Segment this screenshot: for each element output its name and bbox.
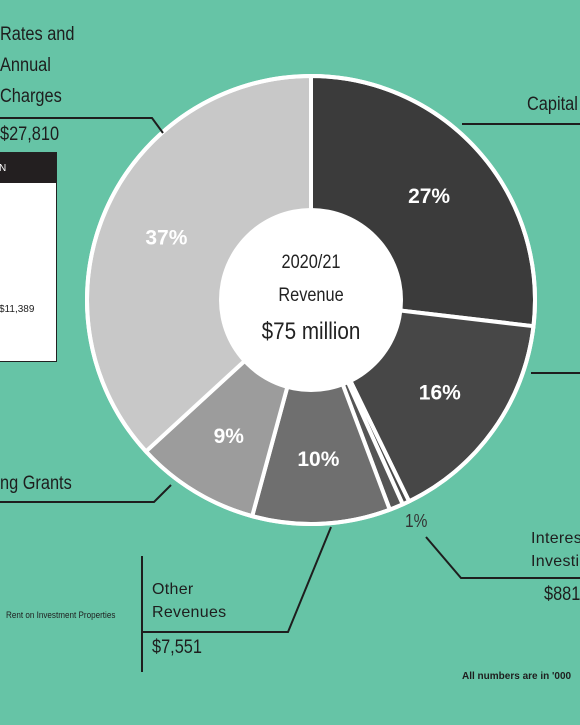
interest-amount: $881 — [544, 584, 580, 605]
pie-percent-4: 10% — [297, 448, 339, 471]
footnote: All numbers are in '000 — [462, 671, 572, 682]
rates-amount: $27,810 — [0, 124, 60, 145]
interest-leader-line — [425, 536, 580, 579]
center-line-3: $75 million — [262, 318, 361, 345]
other-amount: $7,551 — [152, 637, 202, 658]
rates-label-line-3: Charges — [0, 86, 62, 107]
pie-slices — [85, 73, 537, 526]
other-label-line-2: Revenues — [152, 604, 227, 621]
donut-center — [219, 208, 403, 392]
inset-value: $11,389 — [0, 304, 35, 315]
inset-panel: N $11,389 — [0, 152, 57, 362]
capital-label: Capital — [527, 94, 578, 115]
interest-label-line-2: Investi — [531, 553, 580, 570]
inset-header: N — [0, 153, 56, 183]
pie-percent-labels: 27% 16% 10% 9% 37% — [145, 185, 461, 471]
grants-label: ng Grants — [0, 473, 72, 494]
center-line-1: 2020/21 — [281, 251, 340, 272]
interest-percent: 1% — [405, 511, 428, 531]
other-label-line-1: Other — [152, 581, 194, 598]
rates-leader-line — [0, 117, 164, 134]
grants-leader-line — [0, 484, 172, 503]
interest-label-line-1: Interes — [531, 530, 580, 547]
rates-label-line-2: Annual — [0, 55, 51, 76]
center-line-2: Revenue — [278, 284, 343, 305]
pie-outer-ring — [85, 74, 537, 526]
rates-label-line-1: Rates and — [0, 24, 75, 45]
pie-percent-0: 27% — [408, 185, 450, 208]
pie-percent-1: 16% — [419, 382, 461, 405]
pie-percent-5: 9% — [214, 425, 245, 448]
other-leader-line — [142, 526, 332, 633]
rent-label: Rent on Investment Properties — [6, 610, 116, 620]
pie-percent-6: 37% — [145, 226, 187, 249]
